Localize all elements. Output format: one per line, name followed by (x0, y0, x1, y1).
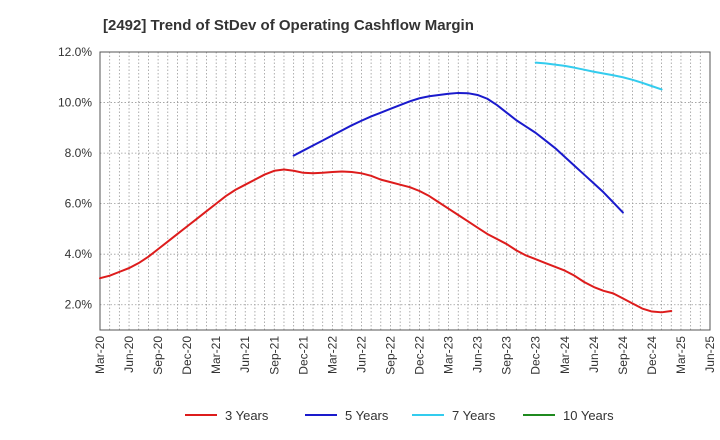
y-tick-label: 8.0% (65, 146, 93, 160)
series-lines (99, 61, 673, 314)
x-tick-label: Sep-23 (500, 336, 514, 375)
x-tick-label: Jun-21 (238, 336, 252, 373)
x-tick-label: Mar-23 (442, 336, 456, 374)
x-tick-label: Dec-22 (413, 336, 427, 375)
x-tick-label: Mar-20 (93, 336, 107, 374)
legend-label-10-years: 10 Years (563, 408, 614, 423)
legend-label-5-years: 5 Years (345, 408, 389, 423)
y-tick-label: 10.0% (58, 96, 92, 110)
x-tick-label: Jun-24 (587, 336, 601, 373)
y-axis: 2.0% 4.0% 6.0% 8.0% 10.0% 12.0% (58, 45, 92, 312)
legend-label-3-years: 3 Years (225, 408, 269, 423)
x-tick-label: Sep-22 (383, 336, 397, 375)
y-tick-label: 2.0% (65, 298, 93, 312)
x-tick-label: Sep-20 (151, 336, 165, 375)
x-tick-label: Mar-22 (325, 336, 339, 374)
x-tick-label: Jun-25 (703, 336, 717, 373)
x-tick-label: Mar-21 (209, 336, 223, 374)
series-line-7-years (534, 61, 663, 91)
x-tick-label: Mar-25 (674, 336, 688, 374)
y-tick-label: 12.0% (58, 45, 92, 59)
x-tick-label: Sep-24 (616, 336, 630, 375)
legend: 3 Years 5 Years 7 Years 10 Years (185, 408, 614, 423)
x-tick-label: Jun-20 (122, 336, 136, 373)
x-tick-label: Dec-23 (529, 336, 543, 375)
plot-border (99, 51, 711, 331)
x-axis: Mar-20 Jun-20 Sep-20 Dec-20 Mar-21 Jun-21 Sep-… (93, 336, 717, 375)
legend-label-7-years: 7 Years (452, 408, 496, 423)
series-line-3-years (99, 168, 673, 314)
x-tick-label: Dec-21 (296, 336, 310, 375)
y-tick-label: 4.0% (65, 247, 93, 261)
x-tick-label: Dec-20 (180, 336, 194, 375)
x-tick-label: Dec-24 (645, 336, 659, 375)
x-tick-label: Jun-22 (354, 336, 368, 373)
x-tick-label: Jun-23 (471, 336, 485, 373)
chart-title: [2492] Trend of StDev of Operating Cashf… (103, 17, 474, 34)
series-line-5-years (292, 91, 624, 214)
plot-grid (99, 51, 711, 331)
x-tick-label: Mar-24 (558, 336, 572, 374)
y-tick-label: 6.0% (65, 197, 93, 211)
plot-area (100, 52, 710, 330)
x-tick-label: Sep-21 (267, 336, 281, 375)
